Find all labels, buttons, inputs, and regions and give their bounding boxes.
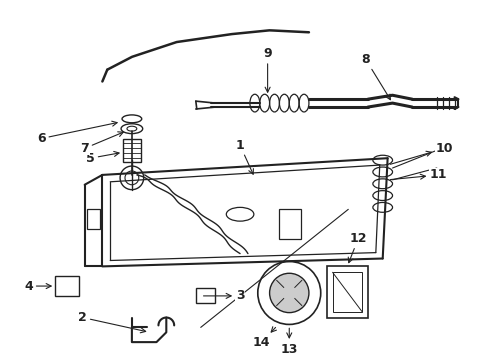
Circle shape [270, 273, 309, 312]
Text: 1: 1 [236, 139, 253, 174]
Bar [55, 276, 79, 296]
Bar [279, 209, 301, 239]
Bar [327, 266, 368, 318]
Ellipse shape [373, 202, 392, 212]
Circle shape [258, 261, 321, 324]
Text: 12: 12 [348, 232, 367, 263]
Bar [123, 139, 141, 162]
Polygon shape [196, 288, 216, 303]
Text: 3: 3 [203, 289, 245, 302]
Ellipse shape [373, 155, 392, 165]
Text: 2: 2 [78, 311, 146, 333]
Text: 4: 4 [24, 280, 51, 293]
Text: 11: 11 [391, 168, 447, 181]
Text: 14: 14 [253, 327, 276, 348]
Text: 13: 13 [281, 328, 298, 356]
Bar [333, 272, 362, 312]
Bar [87, 209, 100, 229]
Ellipse shape [373, 167, 392, 177]
Text: 6: 6 [37, 121, 117, 145]
Text: 5: 5 [86, 152, 119, 165]
Text: 8: 8 [362, 53, 391, 100]
Text: 10: 10 [391, 142, 453, 164]
Ellipse shape [122, 115, 142, 123]
Text: 9: 9 [263, 48, 272, 92]
Ellipse shape [373, 179, 392, 189]
Ellipse shape [121, 124, 143, 134]
Ellipse shape [373, 191, 392, 201]
Text: 7: 7 [80, 132, 123, 155]
